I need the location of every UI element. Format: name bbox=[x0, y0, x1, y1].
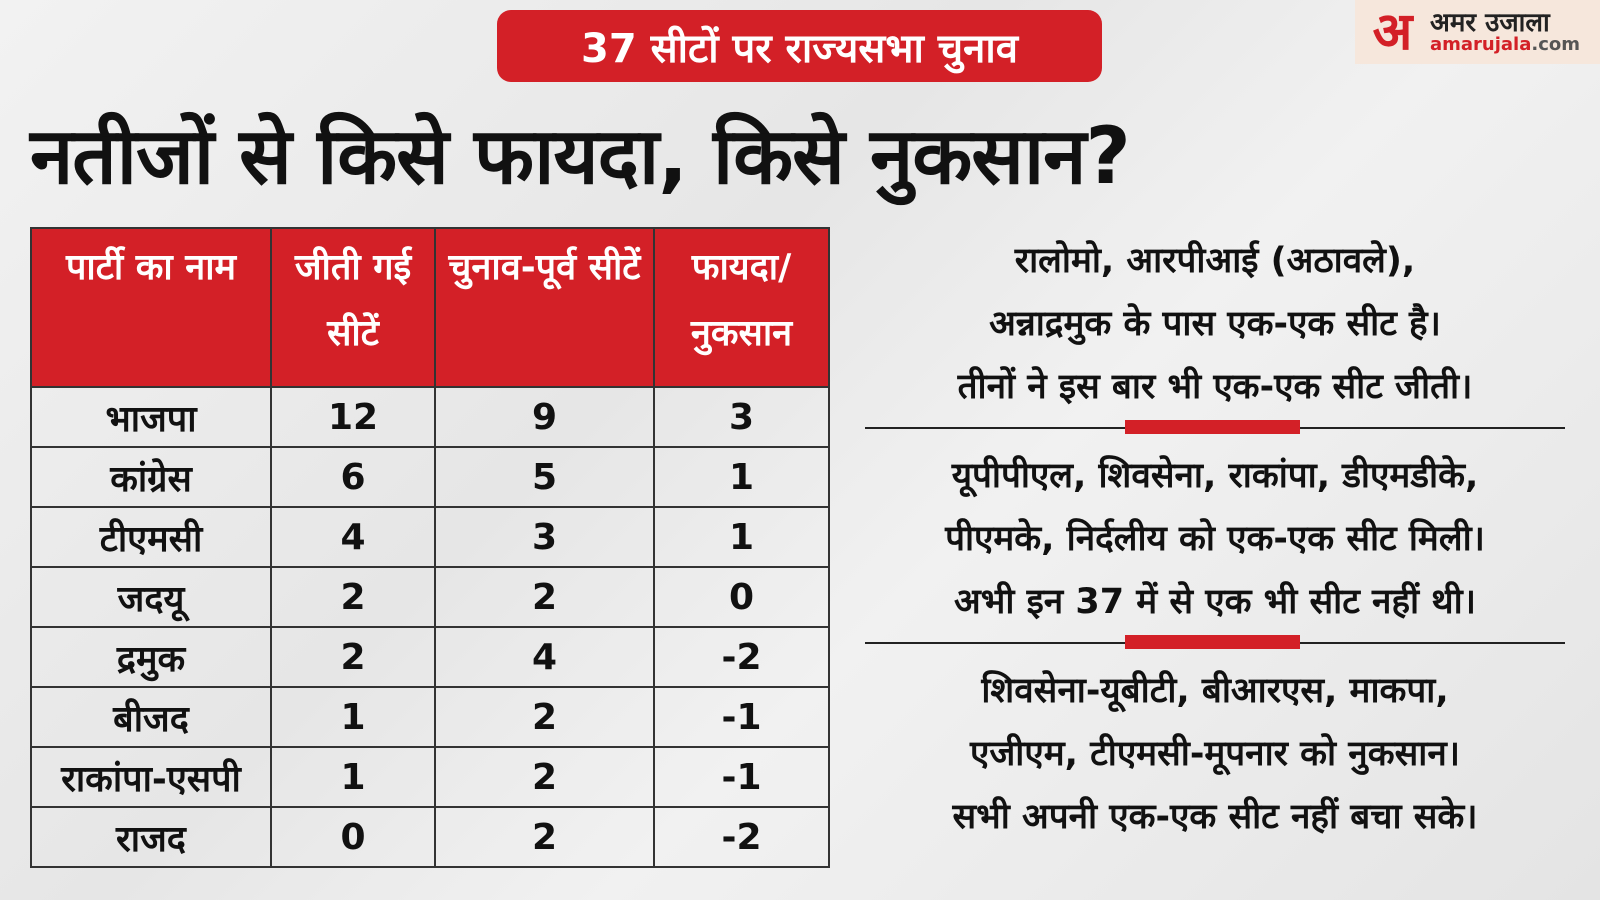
won-seats: 4 bbox=[270, 506, 436, 568]
seat-change: 1 bbox=[653, 446, 830, 508]
logo-hindi-text: अमर उजाला bbox=[1430, 8, 1550, 38]
table-row: टीएमसी 4 3 1 bbox=[30, 506, 830, 568]
logo-domain-name: amarujala bbox=[1430, 34, 1532, 55]
results-table: पार्टी का नाम जीती गई सीटें चुनाव-पूर्व … bbox=[30, 227, 830, 868]
table-header-row: पार्टी का नाम जीती गई सीटें चुनाव-पूर्व … bbox=[30, 227, 830, 388]
table-row: बीजद 1 2 -1 bbox=[30, 686, 830, 748]
divider-accent bbox=[1125, 635, 1300, 649]
won-seats: 0 bbox=[270, 806, 436, 868]
table-row: भाजपा 12 9 3 bbox=[30, 386, 830, 448]
table-row: कांग्रेस 6 5 1 bbox=[30, 446, 830, 508]
header-prev: चुनाव-पूर्व सीटें bbox=[434, 227, 655, 388]
note-gainers: यूपीपीएल, शिवसेना, राकांपा, डीएमडीके, पी… bbox=[865, 445, 1565, 634]
publisher-logo: अ अमर उजाला amarujala.com bbox=[1355, 0, 1600, 64]
headline: नतीजों से किसे फायदा, किसे नुकसान? bbox=[30, 112, 1131, 202]
party-name: बीजद bbox=[30, 686, 272, 748]
header-won: जीती गई सीटें bbox=[270, 227, 436, 388]
seat-change: -2 bbox=[653, 626, 830, 688]
party-name: जदयू bbox=[30, 566, 272, 628]
divider bbox=[865, 420, 1565, 434]
logo-mark-icon: अ bbox=[1372, 2, 1413, 62]
logo-domain-tld: .com bbox=[1531, 34, 1581, 55]
prev-seats: 3 bbox=[434, 506, 655, 568]
divider bbox=[865, 635, 1565, 649]
note-unchanged: रालोमो, आरपीआई (अठावले), अन्नाद्रमुक के … bbox=[865, 230, 1565, 419]
note-line: शिवसेना-यूबीटी, बीआरएस, माकपा, bbox=[981, 671, 1449, 711]
note-line: पीएमके, निर्दलीय को एक-एक सीट मिली। bbox=[945, 519, 1485, 559]
prev-seats: 2 bbox=[434, 686, 655, 748]
prev-seats: 2 bbox=[434, 806, 655, 868]
note-line: रालोमो, आरपीआई (अठावले), bbox=[1014, 241, 1416, 281]
won-seats: 2 bbox=[270, 626, 436, 688]
table-row: द्रमुक 2 4 -2 bbox=[30, 626, 830, 688]
table-row: राजद 0 2 -2 bbox=[30, 806, 830, 868]
header-party: पार्टी का नाम bbox=[30, 227, 272, 388]
seat-change: 0 bbox=[653, 566, 830, 628]
table-row: राकांपा-एसपी 1 2 -1 bbox=[30, 746, 830, 808]
note-line: यूपीपीएल, शिवसेना, राकांपा, डीएमडीके, bbox=[951, 456, 1479, 496]
prev-seats: 2 bbox=[434, 746, 655, 808]
won-seats: 1 bbox=[270, 686, 436, 748]
note-losers: शिवसेना-यूबीटी, बीआरएस, माकपा, एजीएम, टी… bbox=[865, 660, 1565, 849]
party-name: कांग्रेस bbox=[30, 446, 272, 508]
party-name: भाजपा bbox=[30, 386, 272, 448]
divider-accent bbox=[1125, 420, 1300, 434]
topic-badge-text: 37 सीटों पर राज्यसभा चुनाव bbox=[581, 25, 1018, 72]
seat-change: 1 bbox=[653, 506, 830, 568]
prev-seats: 4 bbox=[434, 626, 655, 688]
won-seats: 1 bbox=[270, 746, 436, 808]
note-line: अभी इन 37 में से एक भी सीट नहीं थी। bbox=[953, 582, 1477, 622]
party-name: टीएमसी bbox=[30, 506, 272, 568]
won-seats: 12 bbox=[270, 386, 436, 448]
won-seats: 6 bbox=[270, 446, 436, 508]
seat-change: -1 bbox=[653, 746, 830, 808]
note-line: सभी अपनी एक-एक सीट नहीं बचा सके। bbox=[952, 797, 1478, 837]
prev-seats: 5 bbox=[434, 446, 655, 508]
note-line: अन्नाद्रमुक के पास एक-एक सीट है। bbox=[989, 304, 1441, 344]
header-change: फायदा/ नुकसान bbox=[653, 227, 830, 388]
won-seats: 2 bbox=[270, 566, 436, 628]
topic-badge: 37 सीटों पर राज्यसभा चुनाव bbox=[497, 10, 1102, 82]
party-name: राजद bbox=[30, 806, 272, 868]
party-name: द्रमुक bbox=[30, 626, 272, 688]
prev-seats: 2 bbox=[434, 566, 655, 628]
notes-panel: रालोमो, आरपीआई (अठावले), अन्नाद्रमुक के … bbox=[865, 230, 1565, 849]
note-line: एजीएम, टीएमसी-मूपनार को नुकसान। bbox=[969, 734, 1461, 774]
seat-change: 3 bbox=[653, 386, 830, 448]
note-line: तीनों ने इस बार भी एक-एक सीट जीती। bbox=[957, 367, 1473, 407]
seat-change: -2 bbox=[653, 806, 830, 868]
logo-domain: amarujala.com bbox=[1430, 36, 1580, 54]
party-name: राकांपा-एसपी bbox=[30, 746, 272, 808]
table-row: जदयू 2 2 0 bbox=[30, 566, 830, 628]
prev-seats: 9 bbox=[434, 386, 655, 448]
seat-change: -1 bbox=[653, 686, 830, 748]
